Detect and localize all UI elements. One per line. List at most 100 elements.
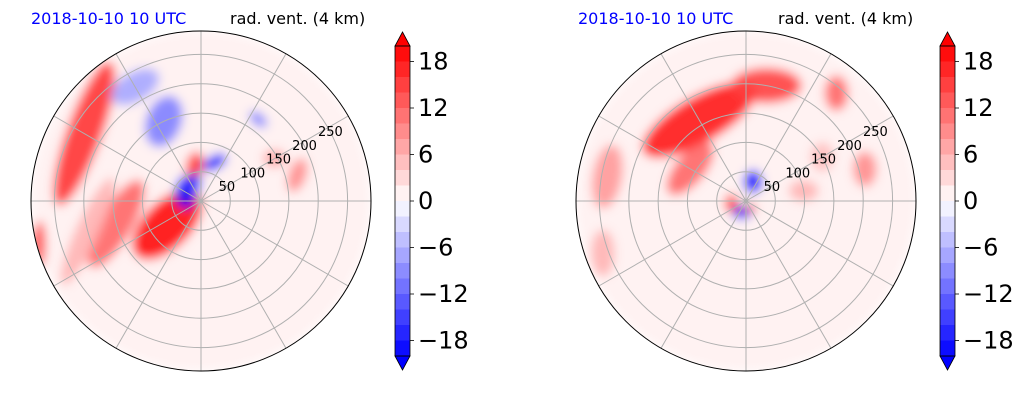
colorbar-segment [395, 247, 410, 264]
range-label-250: 250 [863, 125, 888, 140]
colorbar-segment [395, 92, 410, 109]
colorbar-segment [940, 216, 955, 233]
polar-grid [30, 30, 372, 372]
colorbar-segment [940, 263, 955, 279]
range-label-50: 50 [219, 180, 236, 195]
colorbar-segment [395, 77, 410, 93]
colorbar-tick-12: 12 [963, 94, 994, 122]
colorbar-extend-max [394, 31, 411, 47]
colorbar-tick-6: 6 [963, 141, 978, 169]
range-ring [53, 53, 349, 349]
grid-spoke [745, 200, 894, 287]
range-ring [716, 171, 776, 231]
colorbar [394, 31, 414, 371]
range-label-100: 100 [240, 167, 265, 182]
colorbar-tick-minus-12: −12 [963, 280, 1014, 308]
colorbar-tick-12: 12 [418, 94, 449, 122]
colorbar-tick-18: 18 [963, 48, 994, 76]
colorbar-segment [940, 92, 955, 109]
plot-border [30, 30, 372, 372]
colorbar-segment [395, 139, 410, 155]
velocity-cell [287, 158, 308, 193]
colorbar-segment [940, 108, 955, 124]
colorbar-tick-labels: 18 12 6 0 −6 −12 −18 [418, 48, 469, 355]
colorbar-segment [940, 201, 955, 217]
colorbar-segment [940, 185, 955, 202]
colorbar-segment [395, 61, 410, 78]
grid-spoke [200, 200, 349, 287]
range-label-200: 200 [837, 139, 862, 154]
range-label-150: 150 [266, 153, 291, 168]
colorbar-segment [940, 309, 955, 326]
colorbar-tick-0: 0 [963, 187, 978, 215]
colorbar-segment [395, 216, 410, 233]
range-ring [598, 53, 894, 349]
grid-spoke [200, 53, 287, 202]
grid-spoke [660, 53, 747, 202]
colorbar [939, 31, 959, 371]
colorbar-segment [395, 340, 410, 357]
range-ring [628, 83, 864, 319]
polar-grid [575, 30, 917, 372]
grid-spoke [200, 115, 349, 202]
colorbar-segment [940, 123, 955, 140]
colorbar-segment [395, 185, 410, 202]
velocity-cell [724, 194, 739, 213]
range-ring [141, 141, 261, 261]
range-ring [83, 83, 319, 319]
colorbar-segment [395, 123, 410, 140]
panel-date-label: 2018-10-10 10 UTC [31, 9, 186, 28]
grid-spoke [660, 200, 747, 349]
colorbar-segment [940, 154, 955, 171]
velocity-cell [249, 111, 268, 128]
range-labels: 50 100 150 200 250 [219, 125, 343, 195]
range-labels: 50 100 150 200 250 [764, 125, 888, 195]
colorbar-segment [940, 325, 955, 341]
colorbar-tick-0: 0 [418, 187, 433, 215]
colorbar-segment [940, 247, 955, 264]
colorbar-extend-max [939, 31, 956, 47]
range-label-50: 50 [764, 180, 781, 195]
colorbar-tick-minus-18: −18 [963, 327, 1014, 355]
range-label-150: 150 [811, 153, 836, 168]
colorbar-segment [395, 108, 410, 124]
velocity-cell [591, 229, 615, 277]
range-ring [657, 112, 835, 290]
grid-spoke [200, 200, 287, 349]
grid-spoke [745, 200, 832, 349]
grid-spoke [598, 115, 747, 202]
range-label-100: 100 [785, 167, 810, 182]
colorbar-tick-minus-18: −18 [418, 327, 469, 355]
colorbar-tick-labels: 18 12 6 0 −6 −12 −18 [963, 48, 1014, 355]
range-ring [112, 112, 290, 290]
velocity-cell [824, 75, 849, 111]
velocity-cell [33, 220, 46, 268]
colorbar-segment [940, 61, 955, 78]
colorbar-segment [940, 170, 955, 186]
velocity-cell [853, 151, 877, 187]
colorbar-segment [940, 77, 955, 93]
colorbar-segment [395, 170, 410, 186]
polar-panel-right: 2018-10-10 10 UTC rad. vent. (4 km) 50 1… [575, 9, 1014, 372]
range-label-250: 250 [318, 125, 343, 140]
panel-variable-label: rad. vent. (4 km) [230, 9, 365, 28]
range-ring [686, 141, 806, 261]
colorbar-segment [940, 278, 955, 295]
grid-spoke [115, 53, 202, 202]
colorbar-extend-min [939, 355, 956, 371]
grid-spoke [53, 200, 202, 287]
range-label-200: 200 [292, 139, 317, 154]
colorbar-segment [395, 232, 410, 248]
colorbar-segment [395, 263, 410, 279]
velocity-cell [743, 170, 763, 194]
colorbar-tick-minus-12: −12 [418, 280, 469, 308]
colorbar-extend-min [394, 355, 411, 371]
polar-panel-left: 2018-10-10 10 UTC rad. vent. (4 km) 50 1… [30, 9, 469, 372]
colorbar-segment [395, 325, 410, 341]
colorbar-segment [940, 232, 955, 248]
colorbar-tick-minus-6: −6 [963, 234, 998, 262]
colorbar-segment [395, 309, 410, 326]
colorbar-segment [395, 201, 410, 217]
grid-spoke [745, 115, 894, 202]
